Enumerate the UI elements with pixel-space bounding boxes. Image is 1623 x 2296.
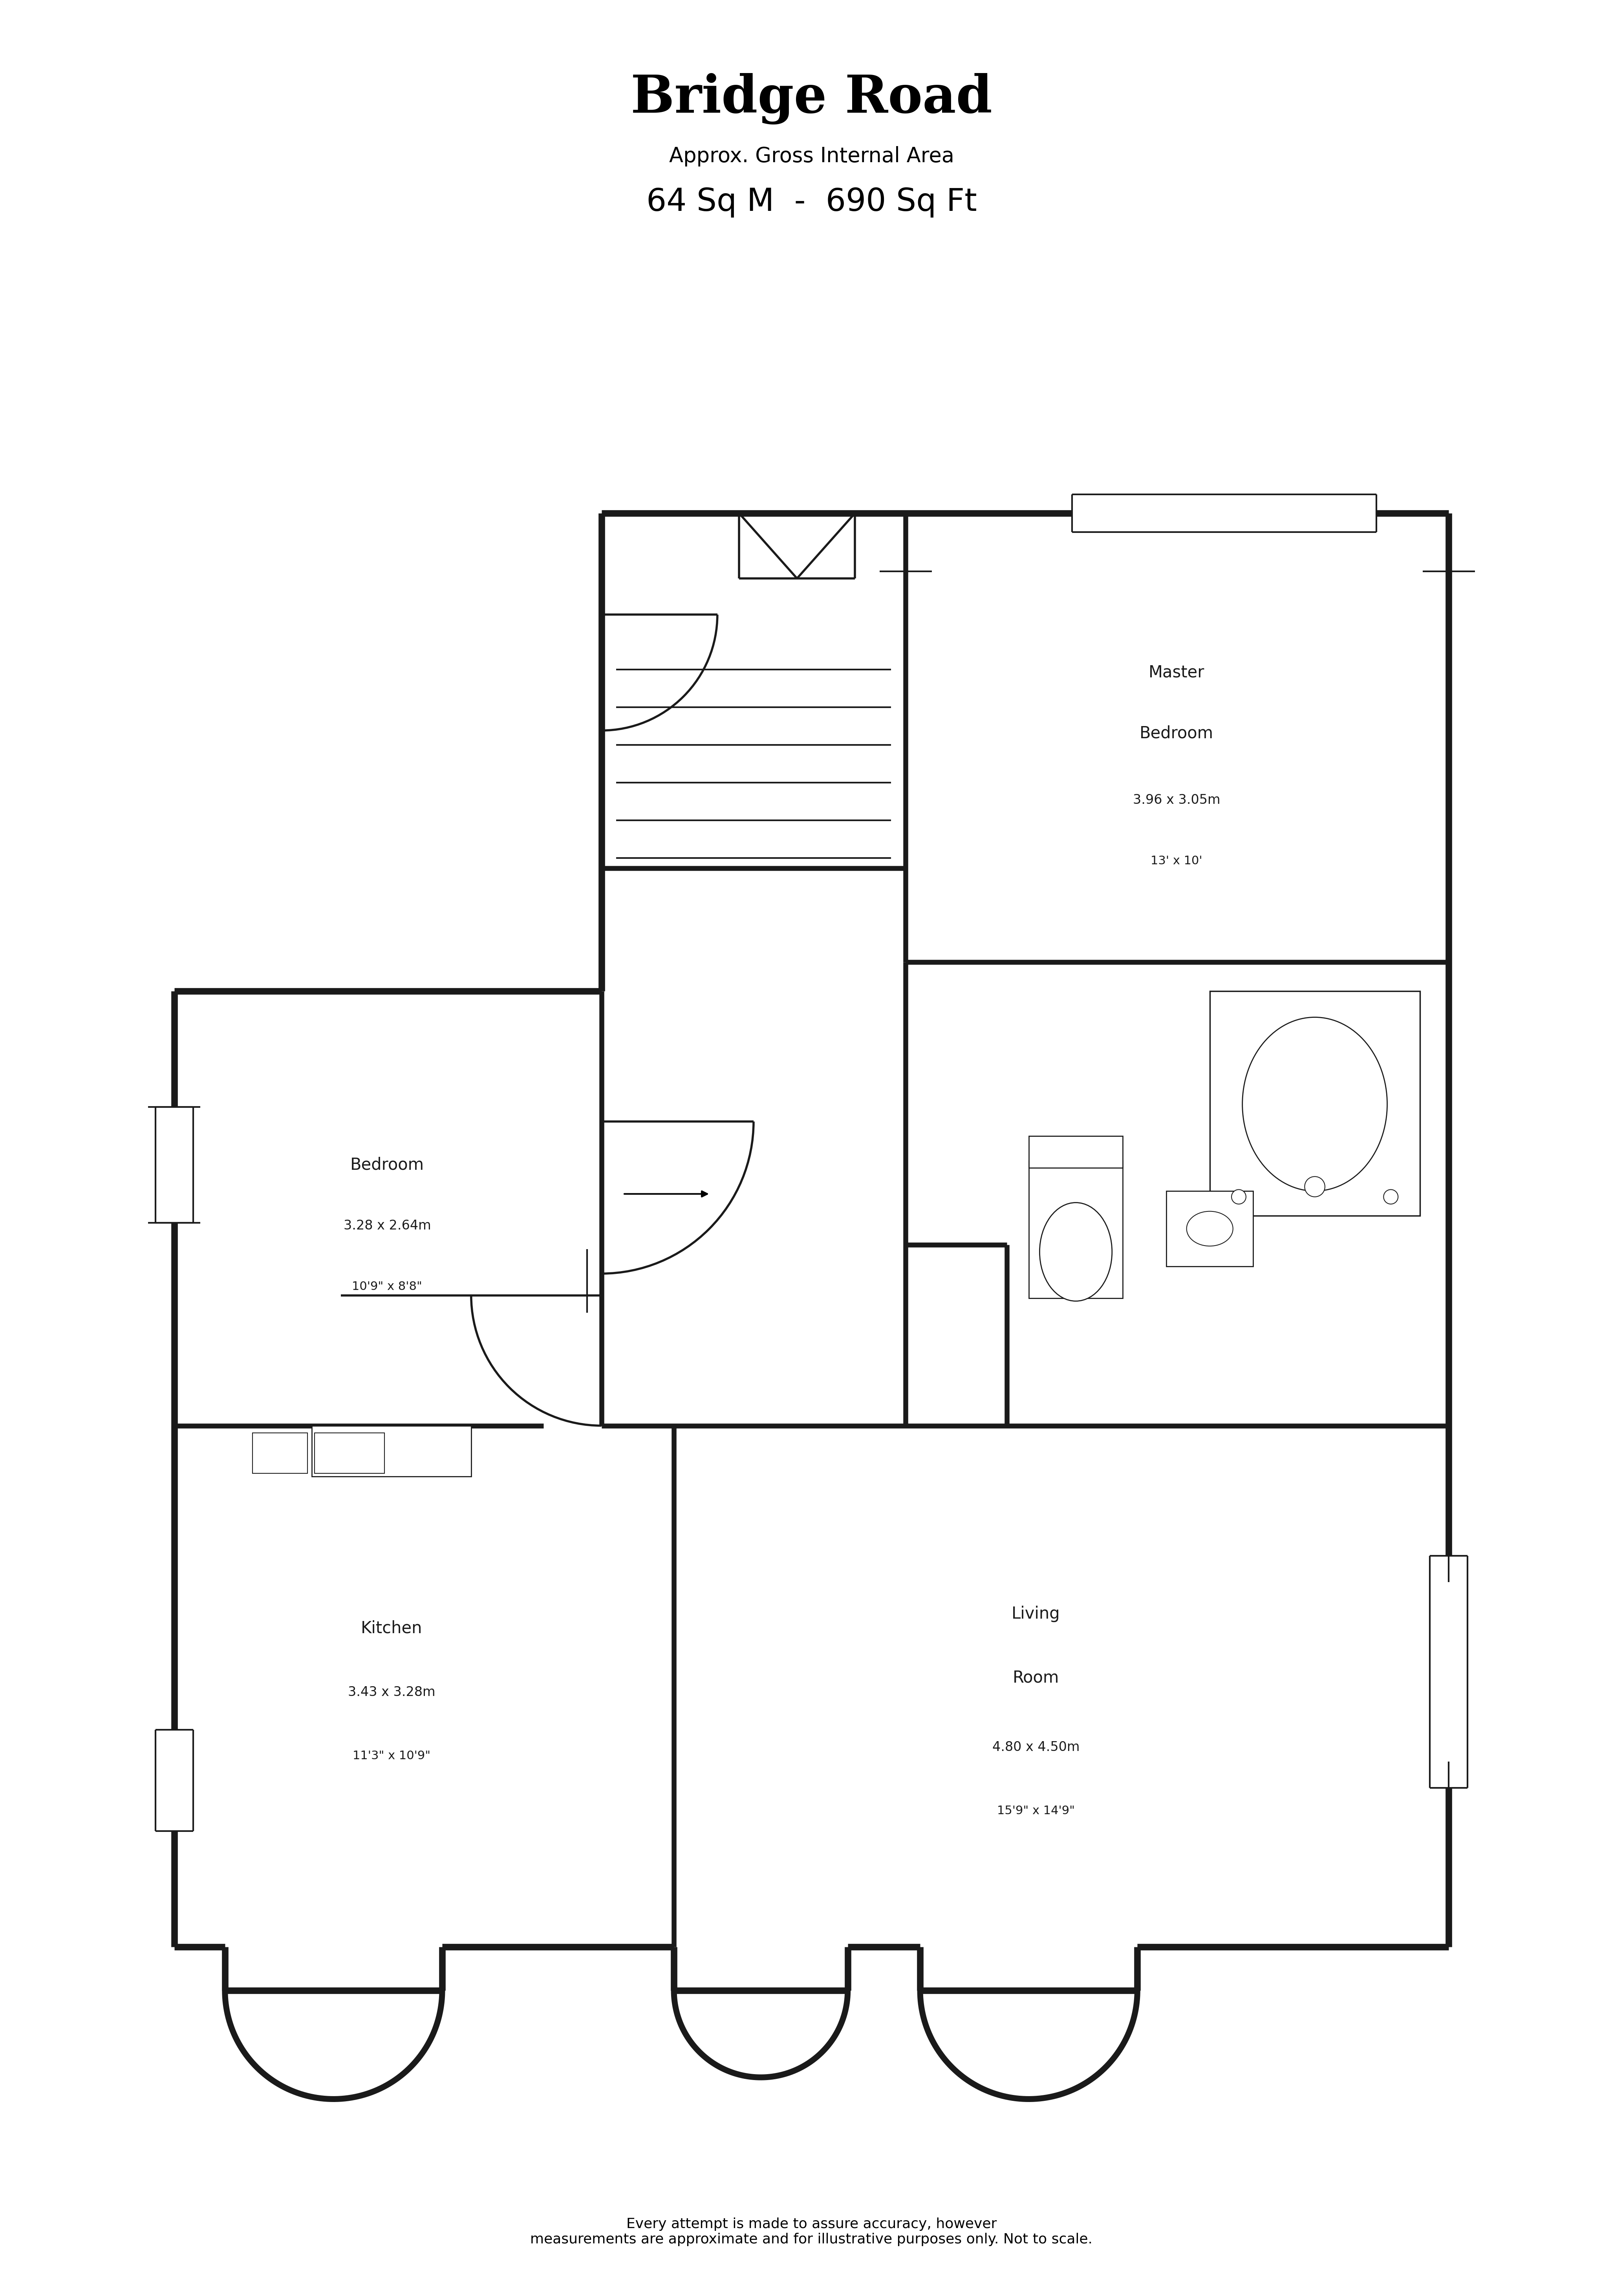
Text: 3.43 x 3.28m: 3.43 x 3.28m	[347, 1685, 435, 1699]
Bar	[312, 1426, 471, 1476]
Text: 3.96 x 3.05m: 3.96 x 3.05m	[1133, 794, 1220, 806]
Ellipse shape	[1242, 1017, 1388, 1192]
Text: Every attempt is made to assure accuracy, however
measurements are approximate a: Every attempt is made to assure accuracy…	[531, 2218, 1092, 2245]
Circle shape	[1305, 1176, 1324, 1196]
Ellipse shape	[1040, 1203, 1112, 1302]
Text: Bedroom: Bedroom	[1139, 726, 1214, 742]
Ellipse shape	[1186, 1212, 1233, 1247]
Text: Bedroom: Bedroom	[351, 1157, 424, 1173]
Text: Room: Room	[1013, 1669, 1060, 1685]
Circle shape	[1232, 1189, 1246, 1203]
Text: 11'3" x 10'9": 11'3" x 10'9"	[352, 1750, 430, 1761]
Text: 10'9" x 8'8": 10'9" x 8'8"	[352, 1281, 422, 1293]
Bar	[1167, 1192, 1253, 1267]
Text: Approx. Gross Internal Area: Approx. Gross Internal Area	[669, 147, 954, 165]
Text: 4.80 x 4.50m: 4.80 x 4.50m	[992, 1740, 1079, 1754]
Text: 15'9" x 14'9": 15'9" x 14'9"	[997, 1805, 1074, 1816]
Text: Living: Living	[1011, 1605, 1060, 1623]
Text: Master: Master	[1149, 664, 1204, 682]
Bar	[1029, 1137, 1123, 1169]
Text: Kitchen: Kitchen	[360, 1621, 422, 1637]
Circle shape	[1383, 1189, 1397, 1203]
Text: 13' x 10': 13' x 10'	[1151, 854, 1203, 866]
Bar	[315, 1433, 385, 1474]
Bar	[253, 1433, 307, 1474]
Bar	[1029, 1159, 1123, 1297]
Text: 3.28 x 2.64m: 3.28 x 2.64m	[344, 1219, 430, 1233]
Text: Bridge Road: Bridge Road	[631, 73, 992, 124]
Bar	[1209, 992, 1420, 1215]
Text: 64 Sq M  -  690 Sq Ft: 64 Sq M - 690 Sq Ft	[646, 186, 977, 218]
